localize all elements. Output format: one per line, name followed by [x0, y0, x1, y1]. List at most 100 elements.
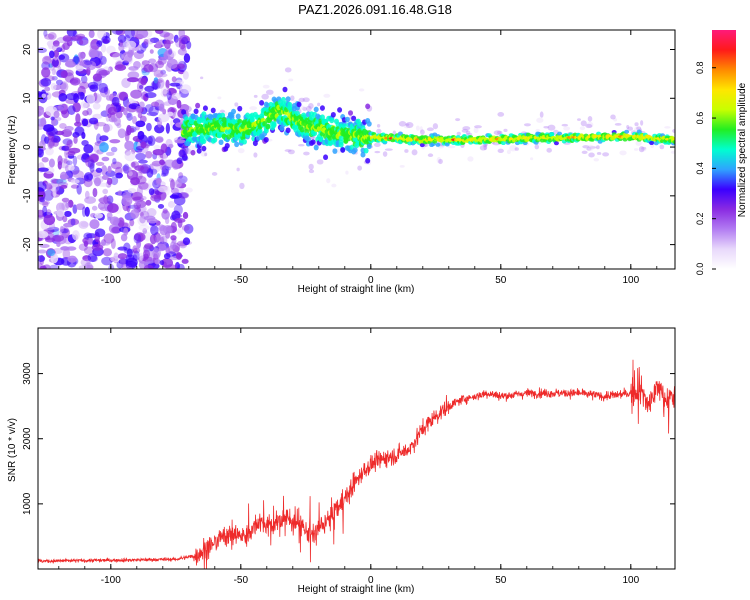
spectrogram-cell	[262, 84, 270, 89]
spectrogram-cell	[357, 165, 363, 171]
spectrogram-cell	[47, 139, 53, 150]
spectrogram-cell	[112, 157, 117, 165]
spectrogram-cell	[363, 147, 369, 154]
spectrogram-cell	[160, 172, 167, 177]
spectrogram-cell	[298, 143, 305, 147]
spectrogram-cell	[66, 139, 73, 148]
spectrogram-cell	[154, 124, 165, 134]
spectrogram-cell	[78, 39, 84, 45]
colorbar: 0.0 0.2 0.4 0.6 0.8 Normalized spectral ampl…	[695, 30, 748, 275]
x-tick-label: 50	[495, 575, 507, 586]
spectrogram-cell	[80, 101, 88, 109]
spectrogram-cell	[493, 130, 502, 136]
spectrogram-cell	[38, 124, 45, 130]
spectrogram-cell	[167, 111, 174, 117]
spectrogram-cell	[84, 174, 89, 182]
spectrogram-cell	[523, 123, 531, 127]
spectrogram-cell	[546, 147, 552, 153]
spectrogram-cell	[122, 60, 129, 66]
snr-frame	[37, 327, 676, 570]
spectrogram-cell	[436, 156, 442, 164]
spectrogram-cell	[177, 48, 187, 56]
spectrogram-cell	[153, 77, 159, 84]
spectrogram-cell	[65, 92, 78, 101]
snr-plot-area	[38, 328, 675, 569]
spectrogram-cell	[60, 184, 68, 189]
spectrogram-cell	[619, 150, 627, 156]
spectrogram-cell	[183, 223, 194, 234]
spectrogram-cell	[45, 147, 54, 156]
spectrogram-cell	[285, 96, 291, 102]
x-tick-label: 0	[368, 575, 374, 586]
spectrogram-cell	[145, 150, 153, 159]
spectrogram-cell	[587, 116, 593, 122]
spectrogram-cell	[308, 163, 314, 170]
spectrogram-cell	[89, 153, 99, 163]
spectrogram-cell	[44, 33, 55, 40]
spectrogram-cell	[97, 202, 106, 210]
spectrogram-cell	[461, 128, 469, 133]
spectrogram-cell	[143, 264, 154, 269]
spectrogram-cell	[57, 181, 69, 188]
spectrogram-cell	[43, 189, 54, 201]
spectrogram-cell	[455, 118, 461, 122]
spectrogram-cell	[178, 172, 184, 179]
spectrogram-cell	[78, 53, 86, 60]
spectrogram-cell	[365, 157, 371, 164]
colorbar-tick-label: 0.4	[695, 162, 705, 175]
spectrogram-cell	[106, 203, 119, 213]
spectrogram-cell	[84, 262, 93, 269]
spectrogram-cell	[66, 160, 73, 166]
spectrogram-cell	[72, 230, 80, 241]
spectrogram-cell	[143, 38, 149, 45]
spectrogram-cell	[106, 212, 113, 219]
spectrogram-cell	[162, 208, 168, 214]
spectrogram-cell	[103, 233, 115, 244]
spectrogram-cell	[397, 131, 403, 136]
spectrogram-cell	[641, 146, 647, 150]
spectrogram-cell	[340, 147, 346, 153]
spectrogram-cell	[174, 139, 186, 144]
spectrogram-cell	[161, 235, 168, 246]
spectrogram-cell	[308, 169, 315, 174]
spectrogram-cell	[39, 140, 46, 150]
spectrogram-cell	[57, 103, 69, 111]
snr-x-label: Height of straight line (km)	[298, 584, 415, 595]
spectrogram-cell	[66, 30, 77, 37]
spectrogram-cell	[177, 263, 185, 269]
spectrogram-cell	[52, 234, 65, 242]
spectrogram-cell	[176, 157, 183, 165]
spectrogram-cell	[62, 35, 72, 42]
spectrogram-cell	[135, 175, 147, 185]
spectrogram-cell	[308, 102, 314, 109]
x-tick-label: 100	[622, 275, 639, 286]
spectrogram-cell	[61, 108, 70, 119]
spectrogram-cell	[404, 149, 409, 153]
spectrogram-cell	[110, 161, 123, 170]
spectrogram-cell	[298, 97, 305, 103]
spectrogram-cell	[47, 32, 57, 40]
spectrogram-cell	[113, 252, 119, 262]
spectrogram-cell	[163, 253, 171, 260]
spectrogram-cell	[117, 189, 122, 197]
y-tick-label: 0	[22, 144, 33, 150]
spectrogram-cell	[52, 247, 63, 254]
spectrogram-cell	[181, 109, 187, 115]
spectrogram-cell	[137, 112, 143, 119]
colorbar-label: Normalized spectral amplitude	[737, 82, 748, 217]
spectrogram-cell	[123, 108, 128, 116]
spectrogram-cell	[183, 53, 191, 63]
spectrogram-cell	[118, 44, 125, 52]
spectrogram-cell	[101, 35, 111, 45]
spectrogram-cell	[46, 209, 52, 216]
spectrogram-cell	[150, 225, 159, 236]
spectrogram-cell	[345, 170, 349, 175]
spectrogram-cell	[131, 161, 136, 168]
spectrogram-cell	[456, 131, 461, 136]
spectrogram-cell	[64, 144, 72, 151]
spectrogram-cell	[593, 158, 600, 162]
spectrogram-cell	[115, 111, 123, 119]
spectrogram-cell	[130, 208, 140, 219]
spectrogram-cell	[127, 49, 134, 58]
spectrogram-cell	[148, 58, 157, 64]
